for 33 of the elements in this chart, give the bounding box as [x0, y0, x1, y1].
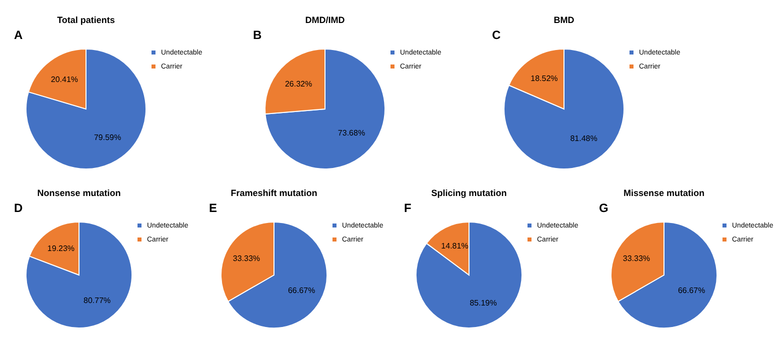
data-label: 19.23%	[47, 244, 75, 253]
text: E	[209, 201, 218, 215]
chart-title: Nonsense mutation	[37, 188, 121, 198]
data-label: 80.77%	[83, 296, 111, 306]
data-label: 33.33%	[622, 254, 650, 264]
data-label: 66.67%	[288, 286, 316, 295]
pie-slice	[26, 222, 132, 328]
pie-slice	[264, 48, 386, 170]
data-label: 73.68%	[338, 128, 366, 138]
data-label: 18.52%	[530, 74, 558, 83]
pie-slice	[26, 48, 146, 170]
chart-title: BMD	[554, 15, 575, 25]
chart-title: Missense mutation	[623, 188, 705, 198]
chart-title: Splicing mutation	[431, 188, 507, 198]
data-label: 14.81%	[441, 242, 468, 251]
chart-title: Total patients	[57, 15, 115, 25]
data-label: 79.59%	[94, 132, 122, 142]
chart-title: DMD/IMD	[305, 15, 346, 25]
text: D	[14, 201, 23, 215]
text: B	[253, 28, 262, 42]
text: C	[492, 28, 501, 42]
data-label: 85.19%	[470, 298, 497, 308]
text: G	[599, 201, 608, 215]
text: F	[404, 201, 412, 215]
data-label: 81.48%	[570, 134, 598, 144]
data-label: 33.33%	[232, 254, 260, 264]
data-label: 66.67%	[678, 286, 706, 295]
data-label: 26.32%	[284, 80, 312, 89]
pie-slice	[504, 48, 624, 170]
chart-title: Frameshift mutation	[230, 188, 318, 198]
text: A	[14, 28, 23, 42]
data-label: 20.41%	[50, 75, 78, 84]
pie-slice	[416, 222, 522, 328]
